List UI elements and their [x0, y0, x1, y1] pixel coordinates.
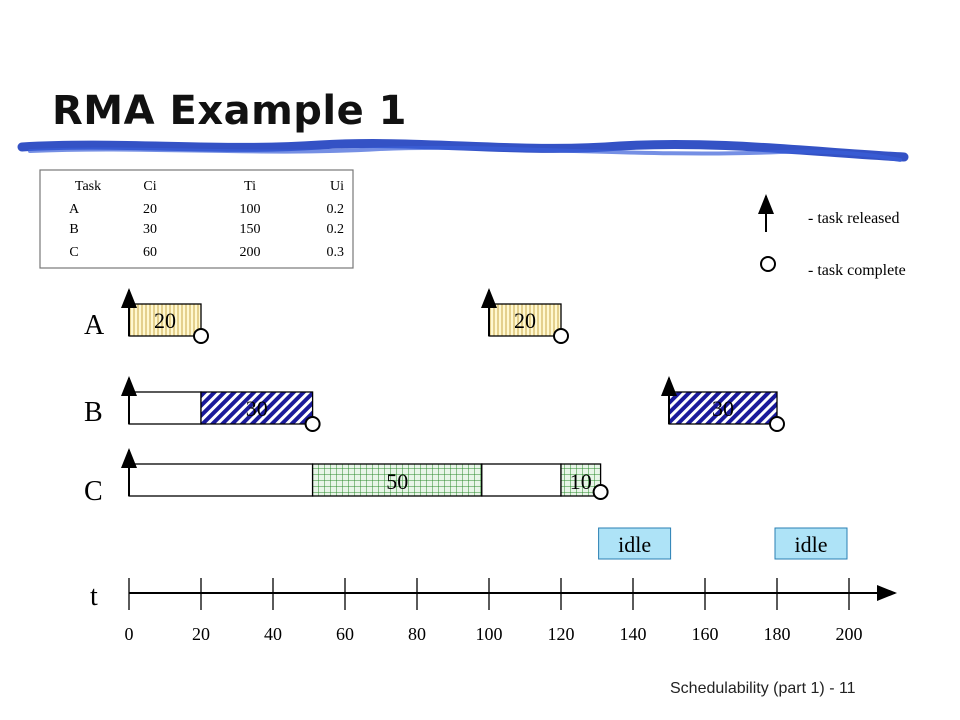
table-cell: 150: [240, 222, 261, 237]
footer-text: Schedulability (part 1) - 11: [670, 680, 856, 697]
table-cell: 0.2: [327, 222, 345, 237]
table-header: Ui: [330, 179, 344, 194]
complete-circle-icon: [592, 484, 609, 500]
task-b-segment: [200, 391, 314, 425]
table-cell: 200: [240, 245, 261, 260]
axis-tick-label: 20: [192, 624, 210, 644]
segment-label: 20: [154, 308, 176, 333]
table-header: Task: [75, 179, 101, 194]
complete-circle-icon: [193, 328, 209, 344]
idle-box: [774, 527, 848, 560]
segment-label: 10: [570, 469, 592, 494]
task-label-b: B: [84, 397, 103, 428]
table-cell: 30: [143, 222, 157, 237]
task-c-segment: [481, 463, 562, 497]
axis-tick-label: 0: [125, 624, 134, 644]
task-c-segment: [128, 463, 314, 497]
task-table: Task Ci Ti Ui A 20 100 0.2 B 30 150 0.2 C 60 200 0.3: [39, 169, 354, 269]
task-b-segment: [668, 391, 778, 425]
legend: - task released - task complete: [758, 194, 906, 279]
segment-label: 30: [246, 396, 268, 421]
task-b-segment: [128, 391, 202, 425]
complete-circle-icon: [760, 256, 776, 272]
segment-label: 20: [514, 308, 536, 333]
table-cell: 60: [143, 245, 157, 260]
idle-boxes: idle idle: [598, 527, 848, 560]
complete-circle-icon: [553, 328, 569, 344]
table-cell: 0.2: [327, 202, 345, 217]
complete-circle-icon: [769, 416, 785, 432]
axis-tick-label: 160: [692, 624, 719, 644]
axis-tick-label: 80: [408, 624, 426, 644]
segment-label: 50: [386, 469, 408, 494]
axis-tick-label: 140: [620, 624, 647, 644]
task-label-c: C: [84, 476, 103, 507]
axis-tick-label: 200: [836, 624, 863, 644]
idle-label: idle: [618, 532, 651, 557]
axis-tick-label: 180: [764, 624, 791, 644]
legend-complete-label: - task complete: [808, 262, 906, 279]
task-c-segment: [311, 463, 483, 497]
schedule: 20 20 30 30 50 10: [121, 288, 785, 500]
idle-label: idle: [795, 532, 828, 557]
axis-tick-label: 60: [336, 624, 354, 644]
table-cell: 100: [240, 202, 261, 217]
table-header: Ci: [143, 179, 156, 194]
segment-label: 30: [712, 396, 734, 421]
table-header: Ti: [244, 179, 256, 194]
complete-circle-icon: [304, 416, 321, 432]
table-cell: 0.3: [327, 245, 345, 260]
page-title: RMA Example 1: [52, 88, 408, 134]
axis-tick-label: 40: [264, 624, 282, 644]
axis-tick-label: 100: [476, 624, 503, 644]
task-label-a: A: [84, 310, 105, 341]
idle-box: [598, 527, 672, 560]
table-cell: 20: [143, 202, 157, 217]
legend-released-label: - task released: [808, 210, 900, 227]
table-cell: B: [69, 222, 78, 237]
table-cell: A: [69, 202, 80, 217]
axis-label-t: t: [90, 581, 98, 612]
axis-tick-label: 120: [548, 624, 575, 644]
task-a-segment: [488, 303, 562, 337]
title-underline: [17, 139, 909, 162]
table-cell: C: [69, 245, 78, 260]
